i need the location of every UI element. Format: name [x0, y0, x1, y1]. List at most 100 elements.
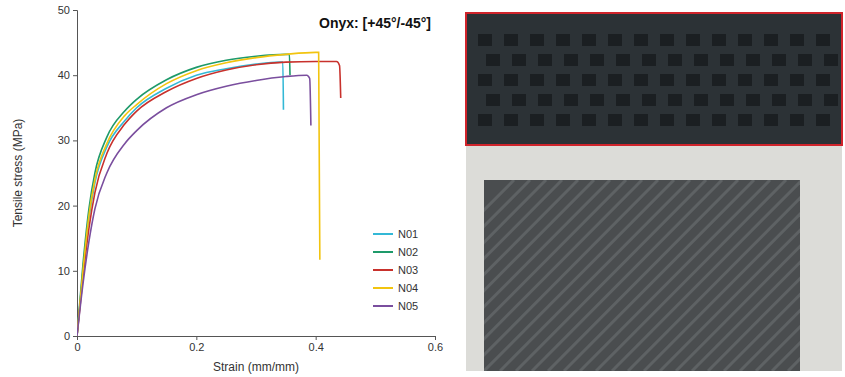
- y-tick-label: 20: [58, 200, 70, 212]
- x-tick: 0: [74, 336, 80, 353]
- photo-fiber: [816, 34, 830, 46]
- photo-fiber: [798, 94, 812, 106]
- photo-fiber: [608, 74, 622, 86]
- photo-fiber: [504, 34, 518, 46]
- photo-fiber: [556, 34, 570, 46]
- x-tick-label: 0: [74, 341, 80, 353]
- photo-fiber: [634, 74, 648, 86]
- plot-lines: [77, 52, 341, 336]
- photo-fiber: [686, 34, 700, 46]
- photo-fiber: [790, 74, 804, 86]
- photo-fiber: [764, 34, 778, 46]
- y-tick: 0: [64, 330, 77, 342]
- x-axis: 0 0.2 0.4 0.6: [74, 336, 443, 353]
- photo-texture: [324, 180, 845, 371]
- x-tick: 0.2: [189, 336, 204, 353]
- photo-fiber: [738, 74, 752, 86]
- series-line: [77, 52, 320, 336]
- x-tick-mark: [316, 336, 317, 340]
- photo-stripe: [628, 180, 800, 371]
- y-axis-line: [73, 11, 78, 337]
- photo-fiber: [660, 34, 674, 46]
- photo-stripe: [548, 180, 738, 371]
- photo-fiber: [824, 54, 838, 66]
- photo-fiber: [616, 54, 630, 66]
- photo-fiber: [634, 114, 648, 126]
- photo-fiber: [504, 74, 518, 86]
- photo-fiber: [512, 54, 526, 66]
- photo-fiber: [798, 54, 812, 66]
- x-tick-mark: [435, 336, 436, 340]
- y-tick: 10: [58, 265, 77, 277]
- series-line: [77, 54, 290, 336]
- photo-fiber: [720, 94, 734, 106]
- legend-label: N05: [398, 300, 418, 312]
- photo-stripe: [564, 180, 754, 371]
- photo-fiber: [668, 54, 682, 66]
- photo-fiber: [790, 34, 804, 46]
- y-tick: 20: [58, 200, 77, 212]
- legend-label: N02: [398, 246, 418, 258]
- y-tick: 50: [58, 4, 77, 16]
- x-tick: 0.4: [309, 336, 324, 353]
- y-tick: 30: [58, 134, 77, 146]
- photo-fiber: [478, 34, 492, 46]
- legend: N01N02N03N04N05: [373, 228, 418, 312]
- photo-fiber: [668, 94, 682, 106]
- photo-stripe: [484, 180, 626, 371]
- photo-stripe: [788, 180, 800, 371]
- photo-fiber: [538, 54, 552, 66]
- photo-fiber: [582, 34, 596, 46]
- photo-fiber: [486, 54, 500, 66]
- photo-fiber: [720, 54, 734, 66]
- photo-fiber: [564, 54, 578, 66]
- photo-stripe: [724, 180, 800, 371]
- photo-fiber: [582, 74, 596, 86]
- legend-swatch: [373, 287, 393, 289]
- photo-stripe: [484, 180, 530, 371]
- photo-stripe: [484, 180, 674, 371]
- photo-stripe: [756, 180, 800, 371]
- x-tick-label: 0.6: [428, 341, 443, 353]
- photo-fiber: [816, 114, 830, 126]
- photo-fiber: [512, 94, 526, 106]
- photo-background: [466, 145, 842, 371]
- legend-item: N05: [373, 300, 418, 312]
- legend-swatch: [373, 305, 393, 307]
- photo-stripe: [484, 180, 658, 371]
- photo-stripe: [772, 180, 800, 371]
- photo-fiber: [660, 74, 674, 86]
- y-axis-title: Tensile stress (MPa): [11, 119, 25, 228]
- legend-swatch: [373, 233, 393, 235]
- photo-fiber: [530, 114, 544, 126]
- photo-fiber: [746, 54, 760, 66]
- photo-fiber: [772, 54, 786, 66]
- photo-fiber: [634, 34, 648, 46]
- photo-fiber: [608, 114, 622, 126]
- photo-stripe: [532, 180, 722, 371]
- photo-fiber: [556, 74, 570, 86]
- photo-fiber: [686, 114, 700, 126]
- x-tick: 0.6: [428, 336, 443, 353]
- x-axis-title: Strain (mm/mm): [213, 360, 299, 374]
- photo-fibers: [478, 34, 838, 126]
- series-line: [77, 62, 283, 336]
- photo-stripe: [516, 180, 706, 371]
- y-tick: 40: [58, 69, 77, 81]
- legend-swatch: [373, 269, 393, 271]
- photo-fiber: [478, 74, 492, 86]
- photo-fiber: [530, 34, 544, 46]
- y-tick-mark: [73, 75, 77, 76]
- legend-item: N02: [373, 246, 418, 258]
- legend-swatch: [373, 251, 393, 253]
- photo-fiber: [712, 34, 726, 46]
- legend-item: N04: [373, 282, 418, 294]
- photo-fiber: [486, 94, 500, 106]
- figure: 0 0.2 0.4 0.6 0 10 20 30 40 50 Strain (mm/mm) Tensi…: [0, 0, 845, 377]
- y-tick-label: 10: [58, 265, 70, 277]
- legend-label: N03: [398, 264, 418, 276]
- y-tick-mark: [73, 10, 77, 11]
- photo-fiber: [556, 114, 570, 126]
- photos: [324, 13, 845, 371]
- photo-fiber: [694, 54, 708, 66]
